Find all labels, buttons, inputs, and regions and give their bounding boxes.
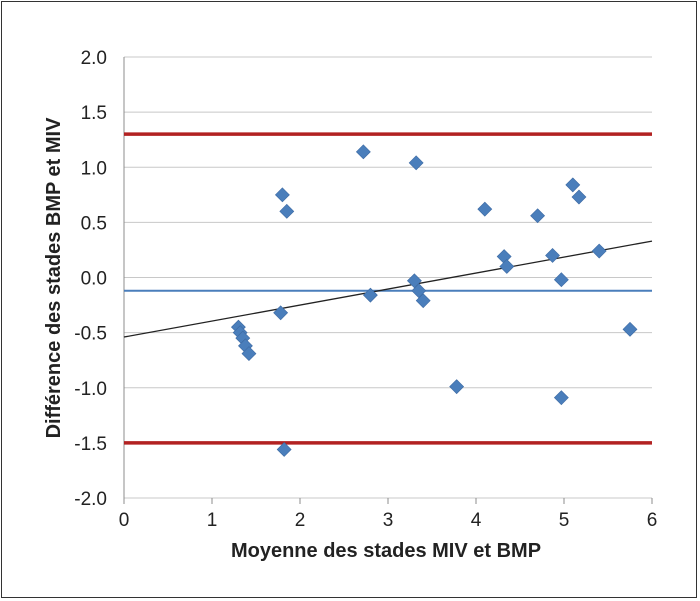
x-tick-label: 1 (207, 510, 218, 531)
y-tick-label: -0.5 (74, 324, 107, 345)
data-point (477, 201, 493, 217)
y-tick-label: -1.0 (74, 379, 107, 400)
data-point (545, 248, 560, 263)
x-tick-label: 4 (471, 510, 482, 531)
data-point (273, 305, 289, 321)
y-tick-label: 1.5 (81, 103, 107, 124)
x-tick-label: 3 (383, 510, 394, 531)
data-point (276, 442, 292, 457)
data-point (571, 189, 587, 205)
reference-lines (124, 132, 652, 445)
y-axis-title: Différence des stades BMP et MIV (43, 117, 65, 439)
x-tick-label: 6 (647, 510, 658, 531)
trend-line (123, 240, 653, 338)
x-tick-label: 2 (295, 510, 306, 531)
data-point (449, 379, 465, 395)
data-point (530, 208, 546, 224)
data-point (553, 390, 569, 406)
trend-line-layer (123, 240, 653, 338)
y-tick-label: -1.5 (74, 434, 107, 455)
x-tick-label: 0 (119, 510, 130, 531)
data-point (408, 155, 424, 171)
data-point (553, 272, 569, 288)
data-point (241, 346, 257, 361)
y-tick-label: 0.0 (81, 269, 107, 290)
data-point (499, 259, 515, 274)
data-point (362, 287, 378, 303)
data-point (415, 293, 431, 309)
data-point (355, 144, 371, 160)
y-tick-label: -2.0 (74, 489, 107, 510)
grid-layer (123, 56, 653, 504)
data-point (274, 187, 290, 203)
y-tick-label: 2.0 (81, 48, 107, 69)
data-point (622, 321, 638, 337)
data-points (230, 144, 638, 457)
data-point (591, 243, 607, 259)
data-point (565, 177, 581, 193)
x-axis-title: Moyenne des stades MIV et BMP (231, 540, 541, 562)
data-point (279, 203, 295, 219)
tick-labels: 2.0 1.5 1.0 0.5 0.0 -0.5 -1.0 -1.5 -2.0 0 1 2 3 4 5 6 (74, 48, 657, 531)
y-tick-label: 1.0 (81, 158, 107, 179)
x-tick-label: 5 (559, 510, 570, 531)
y-tick-label: 0.5 (81, 213, 107, 234)
